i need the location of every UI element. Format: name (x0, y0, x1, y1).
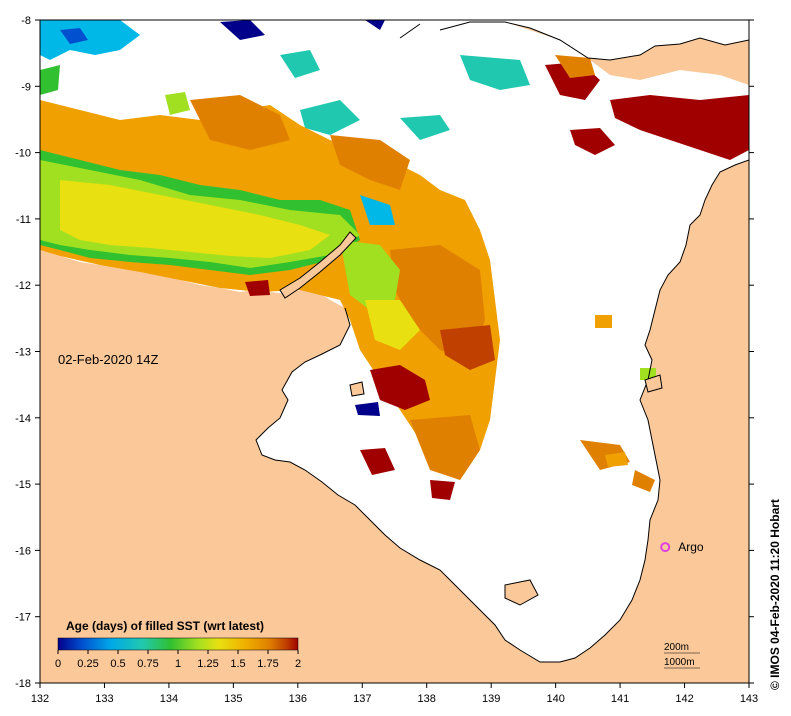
northern-coastline (399, 21, 749, 61)
island-chain (279, 231, 357, 299)
colorbar-tick-label: 0.5 (110, 658, 125, 670)
colorbar-tick-label: 0.25 (77, 658, 98, 670)
y-tick-label: -8 (21, 15, 31, 27)
y-tick-label: -18 (15, 678, 31, 690)
colorbar-tick-label: 0.75 (137, 658, 158, 670)
colorbar-tick-label: 1.5 (230, 658, 245, 670)
colorbar-tick-label: 2 (295, 658, 301, 670)
contour-label-200m: 200m (664, 642, 689, 653)
argo-float-icon (660, 542, 671, 553)
island (349, 381, 365, 397)
copyright-credit: © IMOS 04-Feb-2020 11:20 Hobart (768, 499, 782, 690)
date-label: 02-Feb-2020 14Z (58, 352, 159, 367)
y-tick-label: -9 (21, 81, 31, 93)
argo-float-marker[interactable]: Argo (660, 540, 704, 554)
y-axis-ticks: -8 -9 -10 -11 -12 -13 -14 -15 -16 -17 -18 (15, 15, 754, 690)
colorbar-title: Age (days) of filled SST (wrt latest) (66, 619, 264, 633)
colorbar-gradient (57, 637, 299, 651)
colorbar-tick-label: 0 (55, 658, 61, 670)
x-tick-label: 141 (611, 693, 629, 705)
x-tick-label: 134 (160, 693, 178, 705)
island (644, 374, 663, 393)
y-tick-label: -15 (15, 479, 31, 491)
x-axis-ticks: 132 133 134 135 136 137 138 139 140 141 142 143 (31, 683, 758, 705)
contour-label-1000m: 1000m (664, 657, 695, 668)
argo-float-label: Argo (678, 540, 704, 554)
colorbar-ticks: 0 0.25 0.5 0.75 1 1.25 1.5 1.75 2 (55, 650, 301, 670)
y-tick-label: -14 (15, 413, 31, 425)
island (504, 579, 539, 606)
x-tick-label: 132 (31, 693, 49, 705)
colorbar-tick-label: 1.75 (257, 658, 278, 670)
contour-legend: 200m 1000m (664, 642, 700, 669)
x-tick-label: 133 (95, 693, 113, 705)
x-tick-label: 143 (740, 693, 758, 705)
x-tick-label: 137 (353, 693, 371, 705)
x-tick-label: 142 (675, 693, 693, 705)
x-tick-label: 138 (418, 693, 436, 705)
colorbar-tick-label: 1.25 (197, 658, 218, 670)
x-tick-label: 135 (224, 693, 242, 705)
x-tick-label: 140 (546, 693, 564, 705)
y-tick-label: -11 (16, 214, 31, 226)
sst-data-patches (40, 20, 749, 500)
colorbar-tick-label: 1 (175, 658, 181, 670)
y-tick-label: -17 (15, 612, 31, 624)
x-tick-label: 139 (482, 693, 500, 705)
y-tick-label: -13 (15, 347, 31, 359)
y-tick-label: -16 (15, 545, 31, 557)
y-tick-label: -12 (15, 280, 31, 292)
coastline (255, 159, 749, 663)
y-tick-label: -10 (15, 148, 31, 160)
x-tick-label: 136 (289, 693, 307, 705)
